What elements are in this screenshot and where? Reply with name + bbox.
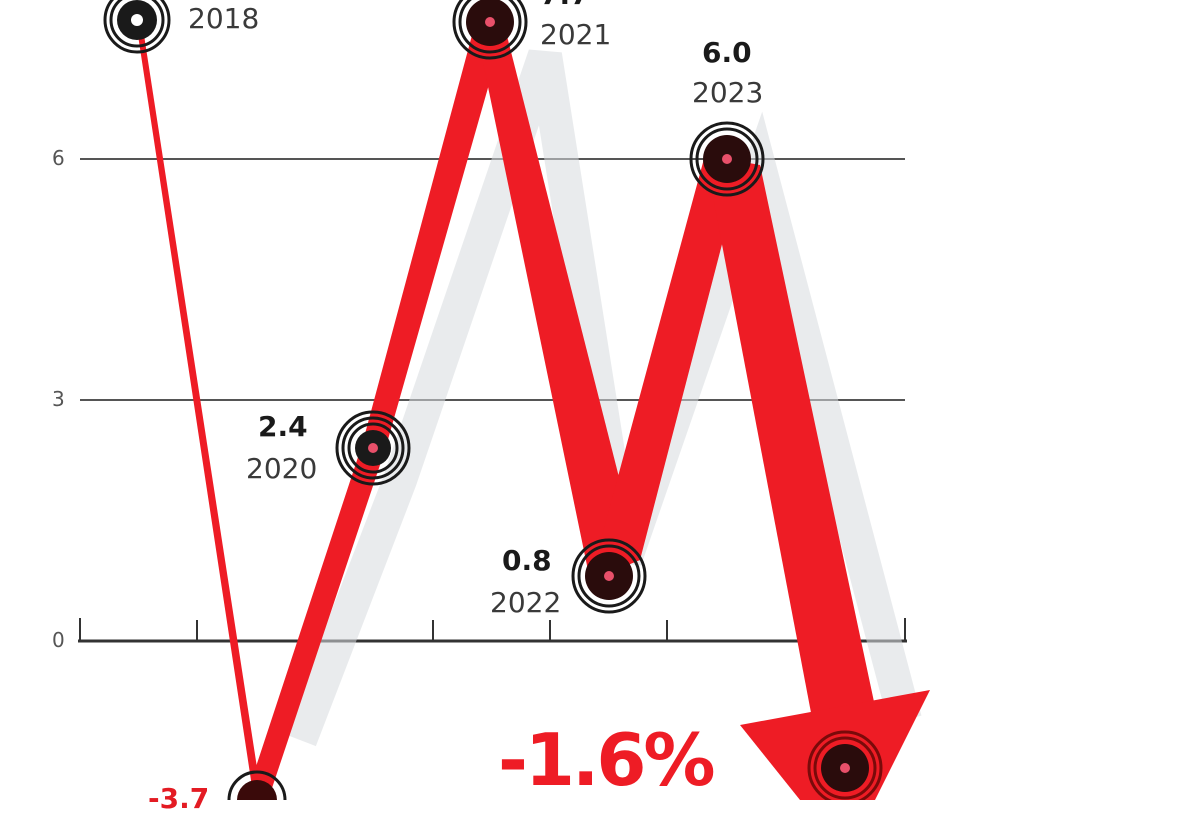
arrow-head: [740, 690, 930, 800]
value-label-2021: 7.7: [540, 0, 590, 11]
value-label-2022: 0.8: [502, 544, 552, 577]
growth-line: [136, 22, 930, 800]
year-label-2021: 2021: [540, 18, 612, 51]
marker-2018-icon: [103, 0, 171, 54]
marker-2020-icon: [335, 410, 411, 486]
value-label-2023: 6.0: [702, 36, 752, 69]
line-shadow: [284, 49, 922, 747]
marker-2022-icon: [571, 538, 647, 614]
marker-2021-icon: [452, 0, 528, 60]
value-label-2019: -3.7: [148, 782, 210, 815]
value-label-2020: 2.4: [258, 410, 308, 443]
y-tick-0: 0: [52, 628, 65, 652]
year-label-2022: 2022: [490, 586, 562, 619]
x-axis: [78, 618, 907, 643]
marker-2023-icon: [689, 121, 765, 197]
y-tick-6: 6: [52, 146, 65, 170]
year-label-2020: 2020: [246, 452, 318, 485]
year-label-2018: 2018: [188, 2, 260, 35]
y-tick-3: 3: [52, 387, 65, 411]
marker-2024-icon: [807, 730, 883, 800]
marker-2019-icon: [227, 770, 287, 800]
year-label-2023: 2023: [692, 76, 764, 109]
headline-value: -1.6%: [498, 718, 716, 802]
markers: [103, 0, 883, 800]
